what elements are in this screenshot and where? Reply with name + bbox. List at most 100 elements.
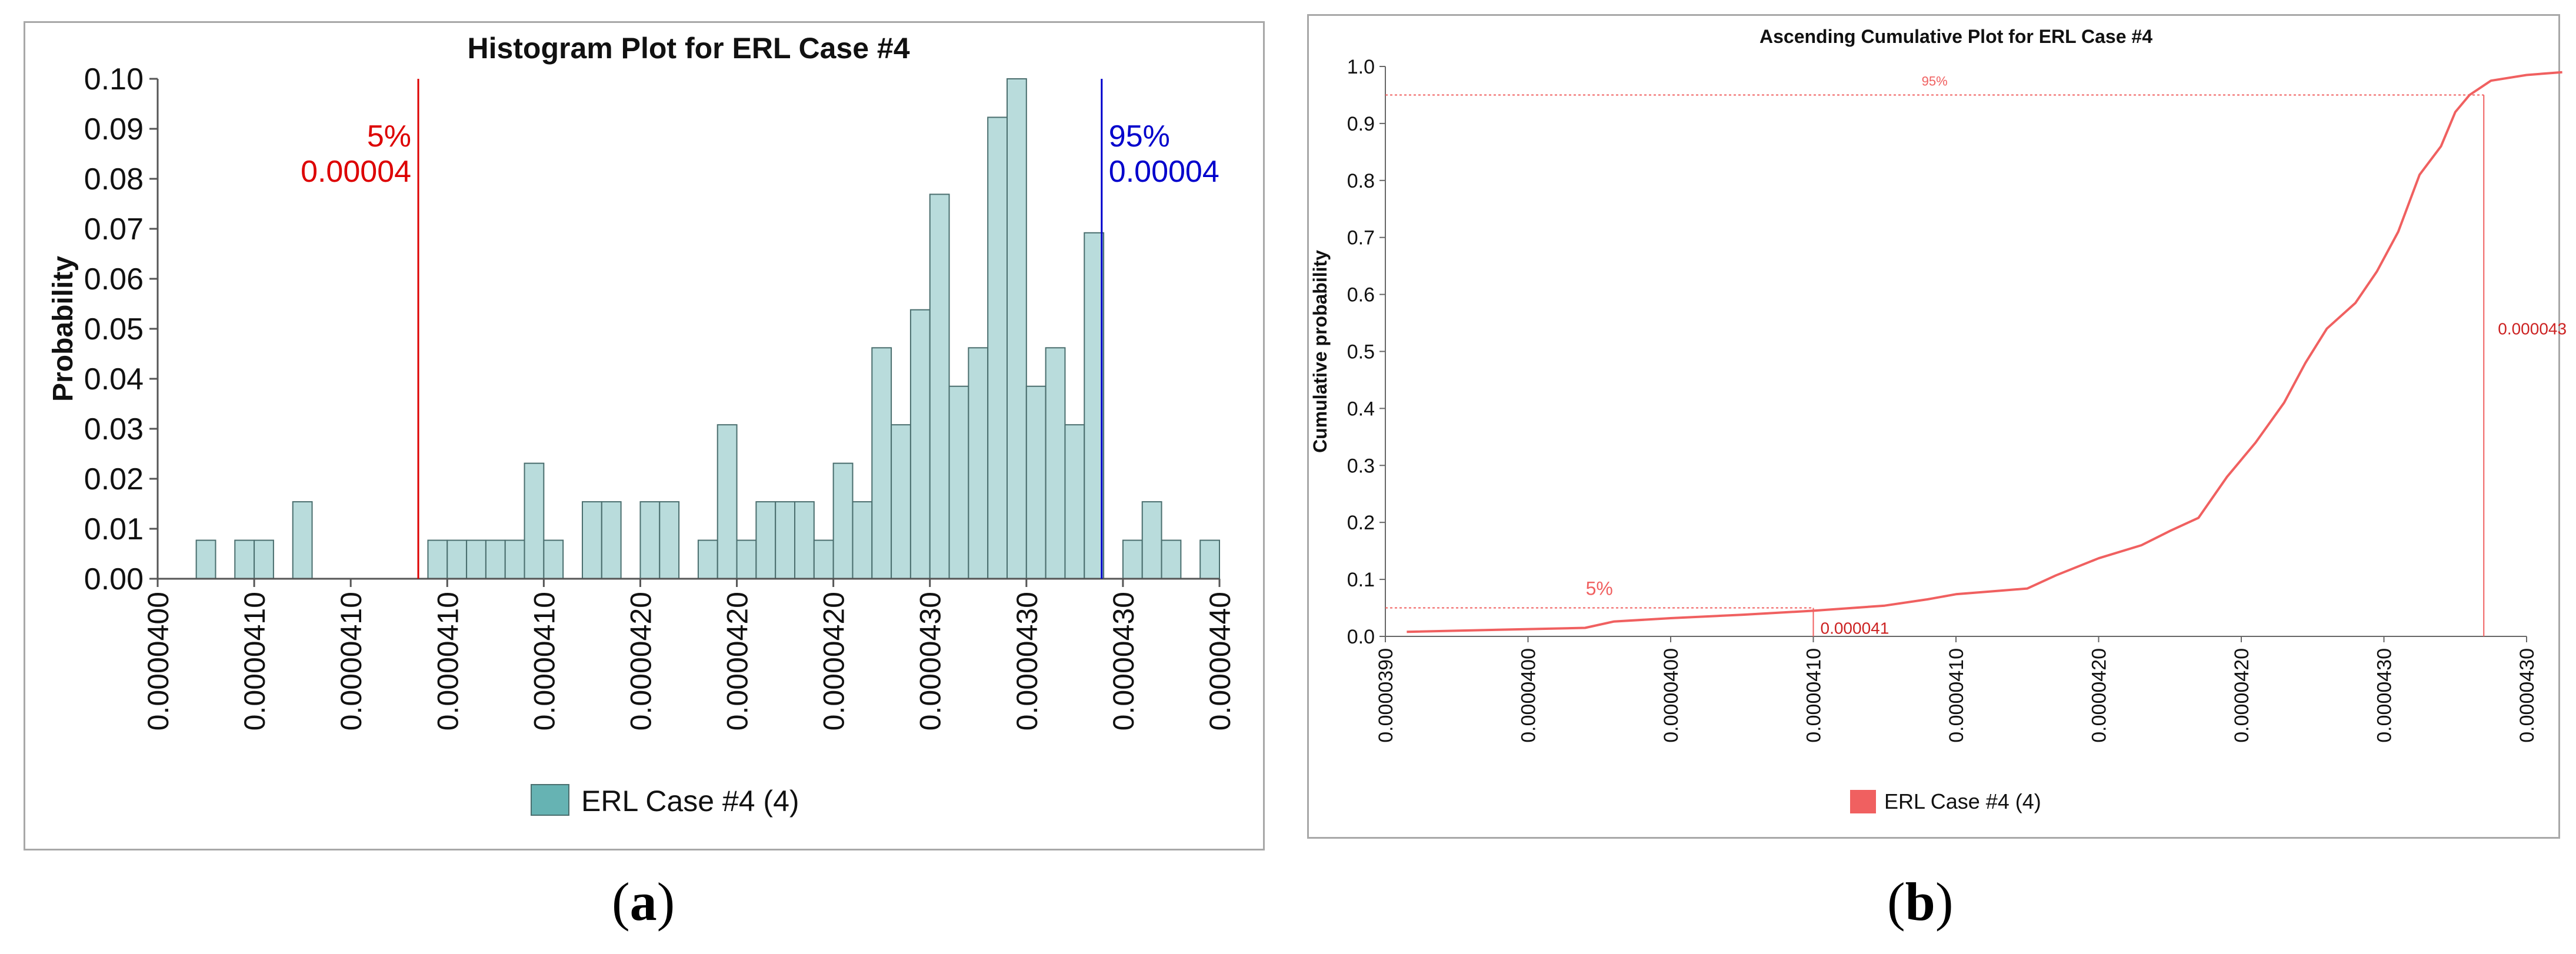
histogram-bar (1084, 232, 1105, 579)
chart-a-xtick-label: 0.0000420 (624, 592, 657, 730)
chart-a-xtick-label: 0.0000440 (1204, 592, 1237, 730)
chart-b-ylabel: Cumulative probability (1309, 250, 1331, 453)
histogram-bar (755, 501, 777, 579)
caption-a: (a) (612, 872, 675, 932)
chart-a-legend-swatch (531, 784, 569, 816)
chart-b-xtick-label: 0.0000420 (2231, 648, 2253, 743)
chart-a-ytick-label: 0.10 (84, 62, 144, 96)
chart-b-p95-label: 95% (1922, 74, 1948, 88)
chart-a-percentile-value: 0.00004 (1109, 155, 1219, 189)
chart-a-ytick-label: 0.09 (84, 112, 144, 146)
chart-a-xtick-label: 0.0000410 (335, 592, 368, 730)
chart-a-xtick-label: 0.0000420 (818, 592, 851, 730)
chart-a-xtick-label: 0.0000420 (721, 592, 754, 730)
histogram-bar (968, 347, 989, 579)
chart-b-ytick-label: 0.0 (1347, 626, 1375, 648)
chart-b-ytick-label: 0.2 (1347, 512, 1375, 534)
chart-b-legend-label: ERL Case #4 (4) (1884, 789, 2041, 813)
chart-a-legend-label: ERL Case #4 (4) (581, 785, 799, 818)
histogram-bar (582, 501, 602, 579)
chart-b-p5-value: 0.000041 (1821, 619, 1889, 638)
histogram-bar (601, 501, 622, 579)
histogram-bar (909, 309, 931, 579)
chart-a-xtick-label: 0.0000410 (238, 592, 271, 730)
histogram-bar (987, 116, 1008, 579)
chart-a-percentile-label: 95% (1109, 119, 1170, 154)
chart-b-ytick-label: 0.7 (1347, 227, 1375, 249)
chart-b-ytick-label: 0.1 (1347, 569, 1375, 591)
histogram-bar (813, 539, 834, 579)
chart-a-ytick-label: 0.05 (84, 312, 144, 346)
histogram-bar (871, 347, 892, 579)
chart-a-ytick-label: 0.02 (84, 462, 144, 496)
histogram-bar (1064, 424, 1085, 579)
chart-a-title: Histogram Plot for ERL Case #4 (467, 32, 909, 65)
chart-b-legend-swatch (1850, 790, 1876, 813)
chart-b-ytick-label: 0.3 (1347, 455, 1375, 477)
chart-a-xtick-label: 0.0000430 (914, 592, 947, 730)
chart-b-xtick-label: 0.0000400 (1660, 648, 1682, 743)
chart-a-xtick-label: 0.0000430 (1107, 592, 1140, 730)
histogram-bar (1199, 539, 1220, 579)
chart-b-cumulative-line (1407, 71, 2562, 633)
histogram-bar (697, 539, 718, 579)
histogram-panel: Histogram Plot for ERL Case #4 Probabilit… (24, 21, 1265, 850)
chart-a-xtick-label: 0.0000410 (528, 592, 561, 730)
histogram-bar (794, 501, 815, 579)
cumulative-panel: Ascending Cumulative Plot for ERL Case #… (1307, 14, 2567, 839)
chart-b-xtick-label: 0.0000420 (2088, 648, 2111, 743)
chart-a-ylabel: Probability (48, 256, 79, 402)
cumulative-chart: Ascending Cumulative Plot for ERL Case #… (1309, 26, 2567, 813)
histogram-chart: Histogram Plot for ERL Case #4 Probabilit… (48, 32, 1237, 818)
histogram-bar (736, 539, 757, 579)
histogram-bar (852, 501, 873, 579)
histogram-bar (717, 424, 738, 579)
histogram-bar (1141, 501, 1162, 579)
chart-b-title: Ascending Cumulative Plot for ERL Case #… (1759, 26, 2152, 47)
chart-a-ytick-label: 0.00 (84, 562, 144, 596)
histogram-bar (485, 539, 506, 579)
chart-b-p5-label: 5% (1586, 578, 1613, 599)
histogram-bar (948, 385, 969, 579)
chart-b-ytick-label: 0.9 (1347, 113, 1375, 135)
chart-a-percentile-label: 5% (367, 119, 411, 154)
chart-a-ytick-label: 0.08 (84, 162, 144, 196)
chart-a-xtick-label: 0.0000410 (431, 592, 464, 730)
chart-a-xtick-label: 0.0000430 (1011, 592, 1044, 730)
histogram-bar (543, 539, 564, 579)
caption-a-letter: a (629, 872, 657, 932)
histogram-bar (195, 539, 216, 579)
histogram-bar (832, 462, 854, 580)
histogram-bar (639, 501, 661, 579)
histogram-bar (891, 424, 911, 579)
chart-a-ytick-label: 0.04 (84, 362, 144, 396)
chart-b-xtick-label: 0.0000390 (1375, 648, 1397, 743)
histogram-bar (427, 539, 448, 579)
histogram-bar (775, 501, 795, 579)
histogram-bar (1045, 347, 1066, 579)
chart-b-xtick-label: 0.0000430 (2516, 648, 2538, 743)
histogram-bar (446, 539, 468, 579)
chart-a-ytick-label: 0.03 (84, 412, 144, 446)
chart-a-ytick-label: 0.07 (84, 212, 144, 246)
histogram-bar (659, 501, 680, 579)
histogram-bar (466, 539, 486, 579)
chart-b-xtick-label: 0.0000410 (1803, 648, 1825, 743)
chart-b-xtick-label: 0.0000410 (1945, 648, 1968, 743)
chart-b-xtick-label: 0.0000400 (1518, 648, 1540, 743)
chart-b-xtick-label: 0.0000430 (2374, 648, 2396, 743)
histogram-bar (1007, 78, 1027, 579)
chart-b-ytick-label: 0.6 (1347, 284, 1375, 306)
histogram-bar (292, 501, 313, 579)
chart-b-p95-value: 0.000043 (2498, 319, 2567, 338)
histogram-bar (1025, 385, 1047, 579)
histogram-bar (1122, 539, 1143, 579)
chart-b-ytick-label: 0.4 (1347, 398, 1375, 420)
histogram-bar (254, 539, 274, 579)
histogram-bar (234, 539, 255, 579)
caption-b-letter: b (1905, 872, 1935, 932)
histogram-bar (504, 539, 525, 579)
chart-a-xtick-label: 0.0000400 (142, 592, 175, 730)
caption-b: (b) (1887, 872, 1954, 932)
chart-b-ytick-label: 0.5 (1347, 341, 1375, 363)
